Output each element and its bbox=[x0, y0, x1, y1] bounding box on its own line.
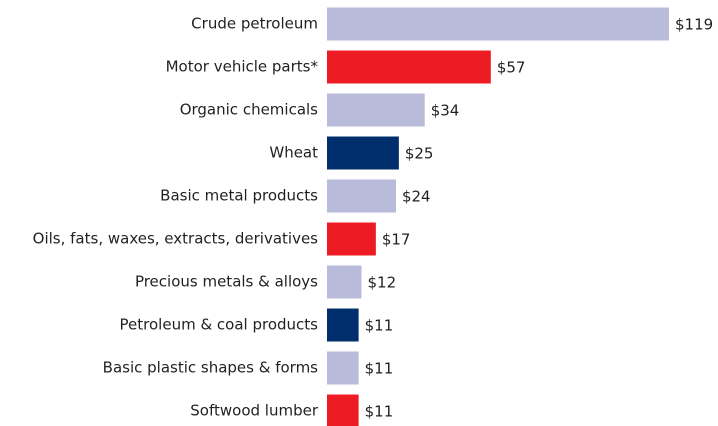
value-label: $11 bbox=[365, 403, 394, 421]
value-label: $119 bbox=[675, 16, 713, 34]
bar bbox=[327, 351, 359, 385]
bar bbox=[327, 7, 669, 41]
category-label: Crude petroleum bbox=[191, 15, 318, 33]
bar bbox=[327, 136, 399, 170]
bar bbox=[327, 179, 396, 213]
bar bbox=[327, 394, 359, 426]
category-label: Basic metal products bbox=[160, 187, 318, 205]
value-label: $12 bbox=[367, 274, 396, 292]
category-label: Petroleum & coal products bbox=[120, 316, 319, 334]
category-label: Softwood lumber bbox=[190, 402, 319, 420]
value-label: $11 bbox=[365, 317, 394, 335]
bar bbox=[327, 265, 362, 299]
bar bbox=[327, 222, 376, 256]
value-label: $11 bbox=[365, 360, 394, 378]
category-label: Basic plastic shapes & forms bbox=[103, 359, 319, 377]
category-label: Wheat bbox=[269, 144, 318, 162]
bar bbox=[327, 308, 359, 342]
bar bbox=[327, 93, 425, 127]
category-label: Organic chemicals bbox=[180, 101, 318, 119]
category-label: Oils, fats, waxes, extracts, derivatives bbox=[33, 230, 319, 248]
value-label: $34 bbox=[431, 102, 460, 120]
category-label: Motor vehicle parts* bbox=[166, 58, 319, 76]
value-label: $17 bbox=[382, 231, 411, 249]
value-label: $57 bbox=[497, 59, 526, 77]
value-label: $24 bbox=[402, 188, 431, 206]
category-label: Precious metals & alloys bbox=[135, 273, 318, 291]
value-label: $25 bbox=[405, 145, 434, 163]
bar bbox=[327, 50, 491, 84]
